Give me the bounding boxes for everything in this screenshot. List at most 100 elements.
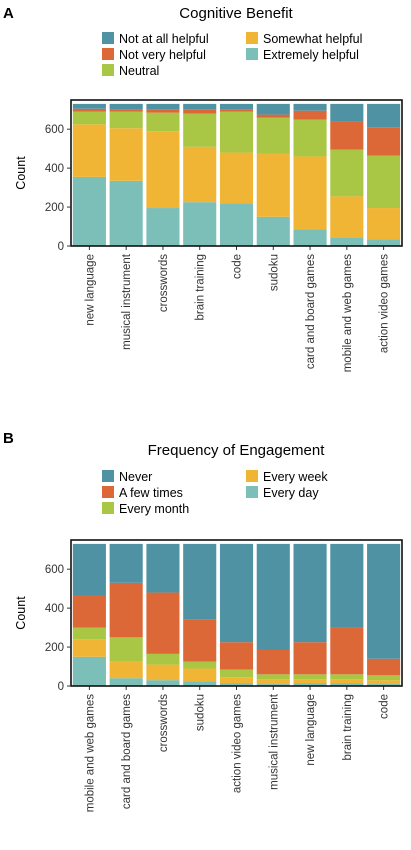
x-tick-label-new-language: new language <box>84 254 96 326</box>
x-tick-label-musical-instrument: musical instrument <box>268 693 280 790</box>
bar-segment-brain-training-every-week <box>330 679 364 684</box>
y-tick-label-200: 200 <box>45 202 64 214</box>
bar-segment-mobile-and-web-games-not-at-all-helpful <box>330 103 364 122</box>
x-tick-label-mobile-and-web-games: mobile and web games <box>84 694 96 813</box>
bar-segment-sudoku-a-few-times <box>183 619 217 662</box>
bar-segment-new-language-every-month <box>293 674 327 680</box>
bar-segment-code-not-at-all-helpful <box>219 103 254 110</box>
x-tick-label-crosswords: crosswords <box>158 694 170 752</box>
bar-segment-action-video-games-every-month <box>219 669 254 678</box>
legend-frequency-of-engagement: Never A few times Every month Every week Eve… <box>102 470 328 516</box>
bar-segment-sudoku-every-day <box>183 681 217 686</box>
legend-item-not-at-all-helpful: Not at all helpful <box>102 32 209 46</box>
legend-swatch-every-month <box>102 502 114 514</box>
legend-item-neutral: Neutral <box>102 64 159 78</box>
bar-segment-crosswords-every-week <box>146 664 180 681</box>
x-tick-label-card-and-board-games: card and board games <box>305 254 317 369</box>
bar-segment-new-language-every-week <box>293 679 327 684</box>
y-tick-label-0: 0 <box>58 681 64 693</box>
bar-segment-musical-instrument-neutral <box>109 111 143 129</box>
bar-segment-musical-instrument-somewhat-helpful <box>109 128 143 181</box>
x-tick-label-brain-training: brain training <box>195 254 207 320</box>
legend-item-every-week: Every week <box>246 470 328 484</box>
legend-item-every-month: Every month <box>102 502 189 516</box>
bar-segment-action-video-games-somewhat-helpful <box>367 208 401 240</box>
bar-segment-sudoku-not-very-helpful <box>256 114 290 118</box>
chart-panel-a: A Cognitive Benefit Not at all helpfulNo… <box>3 5 403 373</box>
bar-segment-new-language-extremely-helpful <box>72 176 106 246</box>
bar-segment-sudoku-every-week <box>183 668 217 682</box>
bar-segment-new-language-not-very-helpful <box>72 108 106 112</box>
x-tick-label-mobile-and-web-games: mobile and web games <box>342 254 354 373</box>
bar-segment-action-video-games-not-very-helpful <box>367 127 401 156</box>
bar-segment-card-and-board-games-a-few-times <box>109 582 143 638</box>
bar-segment-sudoku-somewhat-helpful <box>256 153 290 217</box>
bar-segment-musical-instrument-not-very-helpful <box>109 109 143 112</box>
x-tick-label-crosswords: crosswords <box>158 254 170 312</box>
legend-label-not-very-helpful: Not very helpful <box>119 48 206 62</box>
legend-item-extremely-helpful: Extremely helpful <box>246 48 359 62</box>
legend-label-extremely-helpful: Extremely helpful <box>263 48 359 62</box>
bar-segment-code-a-few-times <box>367 658 401 676</box>
x-tick-label-action-video-games: action video games <box>232 694 244 793</box>
plot-area-frequency-of-engagement: mobile and web games card and board games… <box>14 539 403 813</box>
bar-segment-code-never <box>367 543 401 659</box>
bar-segment-crosswords-every-day <box>146 680 180 686</box>
bar-segment-crosswords-extremely-helpful <box>146 208 180 246</box>
bar-segment-musical-instrument-not-at-all-helpful <box>109 103 143 110</box>
y-tick-label-400: 400 <box>45 163 64 175</box>
bar-segment-card-and-board-games-never <box>109 543 143 583</box>
bar-segment-sudoku-neutral <box>256 117 290 154</box>
x-tick-label-musical-instrument: musical instrument <box>121 253 133 350</box>
plot-frame <box>70 99 403 247</box>
bar-segment-action-video-games-every-week <box>219 677 254 684</box>
legend-swatch-a-few-times <box>102 486 114 498</box>
bar-segment-new-language-somewhat-helpful <box>72 124 106 177</box>
x-tick-label-brain-training: brain training <box>342 694 354 760</box>
legend-label-not-at-all-helpful: Not at all helpful <box>119 32 209 46</box>
bar-segment-code-every-day <box>367 684 401 686</box>
bar-segment-crosswords-a-few-times <box>146 592 180 654</box>
y-tick-label-400: 400 <box>45 603 64 615</box>
bar-segment-mobile-and-web-games-extremely-helpful <box>330 237 364 246</box>
bar-segment-brain-training-neutral <box>183 113 217 147</box>
bar-segment-musical-instrument-a-few-times <box>256 649 290 675</box>
bar-segment-code-not-very-helpful <box>219 109 254 112</box>
chart-title-frequency-of-engagement: Frequency of Engagement <box>148 442 326 459</box>
y-tick-label-200: 200 <box>45 642 64 654</box>
legend-label-somewhat-helpful: Somewhat helpful <box>263 32 362 46</box>
legend-swatch-not-very-helpful <box>102 48 114 60</box>
legend-cognitive-benefit: Not at all helpful Not very helpful Neutra… <box>102 32 362 78</box>
bar-segment-brain-training-not-at-all-helpful <box>183 103 217 110</box>
bar-segment-musical-instrument-every-week <box>256 679 290 685</box>
legend-label-every-week: Every week <box>263 470 328 484</box>
x-tick-label-sudoku: sudoku <box>268 254 280 291</box>
legend-label-every-month: Every month <box>119 502 189 516</box>
plot-area-cognitive-benefit: new language musical instrument crosswords… <box>14 99 403 373</box>
bar-segment-mobile-and-web-games-every-month <box>72 627 106 640</box>
bar-segment-brain-training-not-very-helpful <box>183 109 217 114</box>
bar-segment-brain-training-extremely-helpful <box>183 202 217 246</box>
bar-segment-crosswords-neutral <box>146 112 180 132</box>
bar-segment-musical-instrument-never <box>256 543 290 650</box>
chart-panel-b: B Frequency of Engagement Never A few tim… <box>3 430 403 813</box>
bar-segment-action-video-games-a-few-times <box>219 642 254 670</box>
legend-item-a-few-times: A few times <box>102 486 183 500</box>
bar-segment-new-language-not-at-all-helpful <box>72 103 106 109</box>
bar-segment-new-language-never <box>293 543 327 643</box>
x-tick-label-action-video-games: action video games <box>379 254 391 353</box>
legend-swatch-neutral <box>102 64 114 76</box>
bar-segment-mobile-and-web-games-a-few-times <box>72 595 106 628</box>
legend-swatch-not-at-all-helpful <box>102 32 114 44</box>
legend-item-somewhat-helpful: Somewhat helpful <box>246 32 362 46</box>
bar-segment-code-every-month <box>367 675 401 681</box>
bar-segment-sudoku-never <box>183 543 217 620</box>
bar-segment-sudoku-not-at-all-helpful <box>256 103 290 115</box>
bar-segment-action-video-games-every-day <box>219 683 254 686</box>
bar-segment-new-language-every-day <box>293 683 327 686</box>
bar-segment-sudoku-extremely-helpful <box>256 216 290 246</box>
bar-segment-mobile-and-web-games-not-very-helpful <box>330 121 364 150</box>
legend-item-every-day: Every day <box>246 486 319 500</box>
x-tick-label-sudoku: sudoku <box>195 694 207 731</box>
